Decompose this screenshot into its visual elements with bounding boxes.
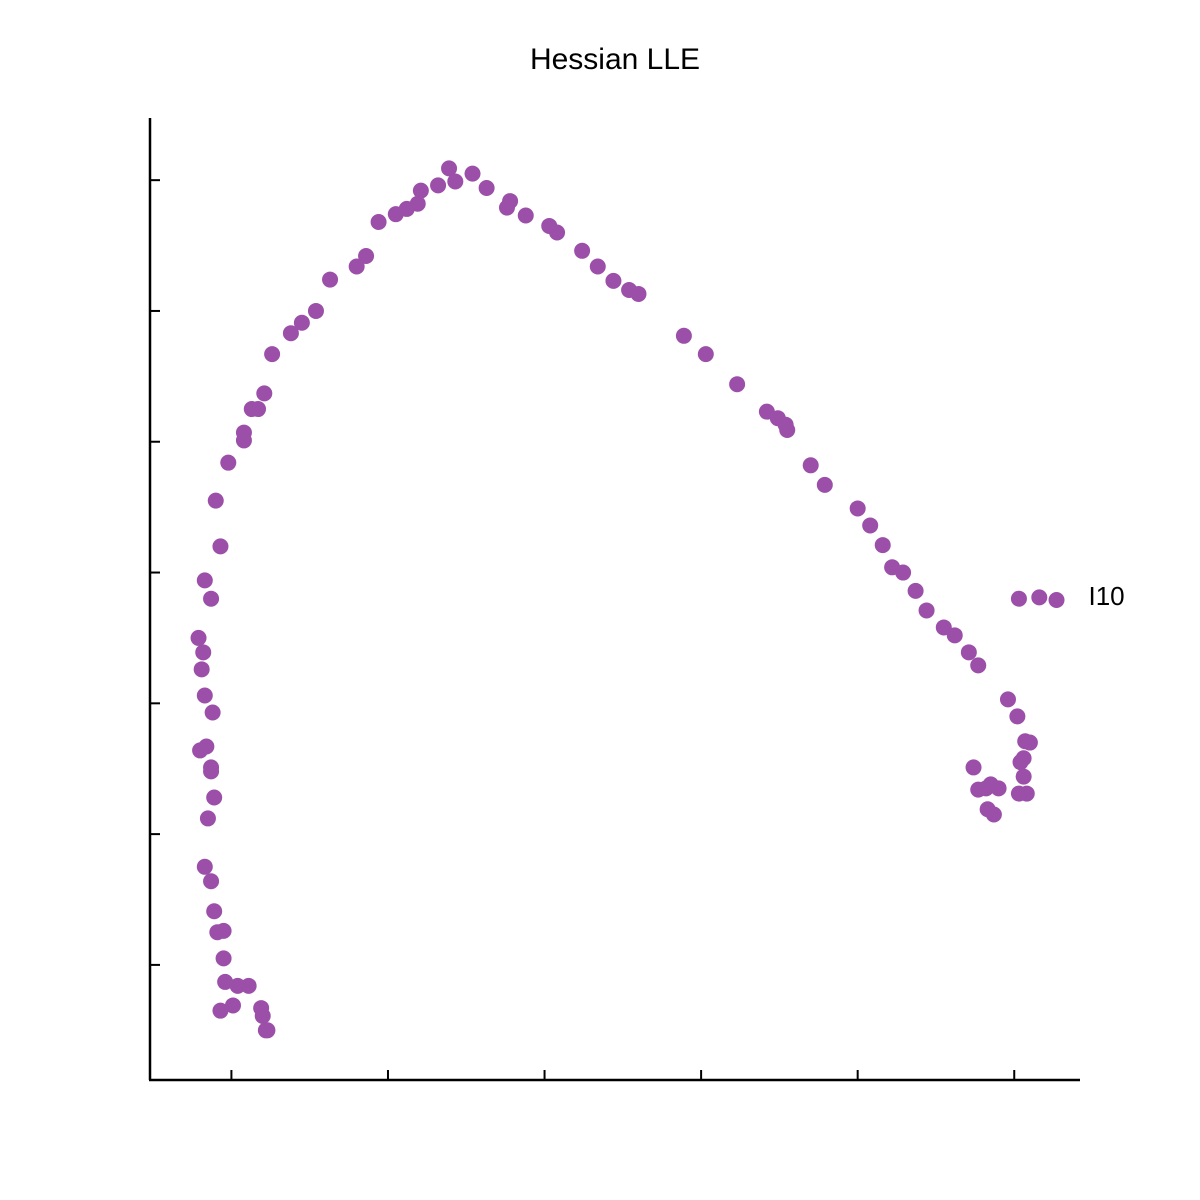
point [253, 1000, 270, 1017]
point [224, 997, 241, 1014]
point [862, 517, 879, 534]
point [212, 538, 229, 555]
point [192, 742, 209, 759]
point [589, 258, 606, 275]
point [1010, 785, 1027, 802]
point [409, 195, 426, 212]
point [1009, 708, 1026, 725]
point [574, 242, 591, 259]
point [190, 629, 207, 646]
point [498, 199, 515, 216]
point [370, 214, 387, 231]
point [256, 385, 273, 402]
point [907, 582, 924, 599]
point [207, 492, 224, 509]
point [697, 346, 714, 363]
point [195, 644, 212, 661]
point [220, 454, 237, 471]
point [985, 806, 1002, 823]
point [259, 1022, 276, 1039]
point [196, 858, 213, 875]
point [447, 173, 464, 190]
point [960, 644, 977, 661]
point [478, 180, 495, 197]
point [729, 376, 746, 393]
point [264, 346, 281, 363]
point [199, 810, 216, 827]
point [549, 224, 566, 241]
point [240, 977, 257, 994]
point [235, 424, 252, 441]
point [978, 780, 995, 797]
point [1015, 768, 1032, 785]
point [441, 160, 458, 177]
point [203, 590, 220, 607]
point [196, 687, 213, 704]
point [779, 421, 796, 438]
point [229, 977, 246, 994]
point [1010, 590, 1027, 607]
point [1012, 754, 1029, 771]
point [322, 271, 339, 288]
point [412, 182, 429, 199]
point [348, 258, 365, 275]
point [874, 537, 891, 554]
point [293, 314, 310, 331]
point [209, 924, 226, 941]
point [307, 302, 324, 319]
point [517, 207, 534, 224]
point [196, 572, 213, 589]
chart-title: Hessian LLE [530, 43, 700, 76]
point [630, 285, 647, 302]
point [990, 780, 1007, 797]
point [802, 457, 819, 474]
point [999, 691, 1016, 708]
point [918, 602, 935, 619]
point [605, 272, 622, 289]
point [212, 1002, 229, 1019]
point [965, 759, 982, 776]
point [970, 657, 987, 674]
point [203, 873, 220, 890]
point [675, 327, 692, 344]
point [206, 903, 223, 920]
point [203, 759, 220, 776]
point [204, 704, 221, 721]
point [464, 165, 481, 182]
point [282, 325, 299, 342]
point [1031, 589, 1048, 606]
point [217, 973, 234, 990]
point [816, 476, 833, 493]
point [1048, 592, 1065, 608]
point [206, 789, 223, 806]
point [849, 500, 866, 517]
point [1021, 734, 1038, 751]
point [946, 627, 963, 644]
point [358, 248, 375, 265]
point [430, 177, 447, 194]
point [895, 564, 912, 581]
point [215, 950, 232, 967]
point [193, 661, 210, 678]
annotation: I10 [1089, 581, 1125, 611]
point [250, 401, 267, 418]
